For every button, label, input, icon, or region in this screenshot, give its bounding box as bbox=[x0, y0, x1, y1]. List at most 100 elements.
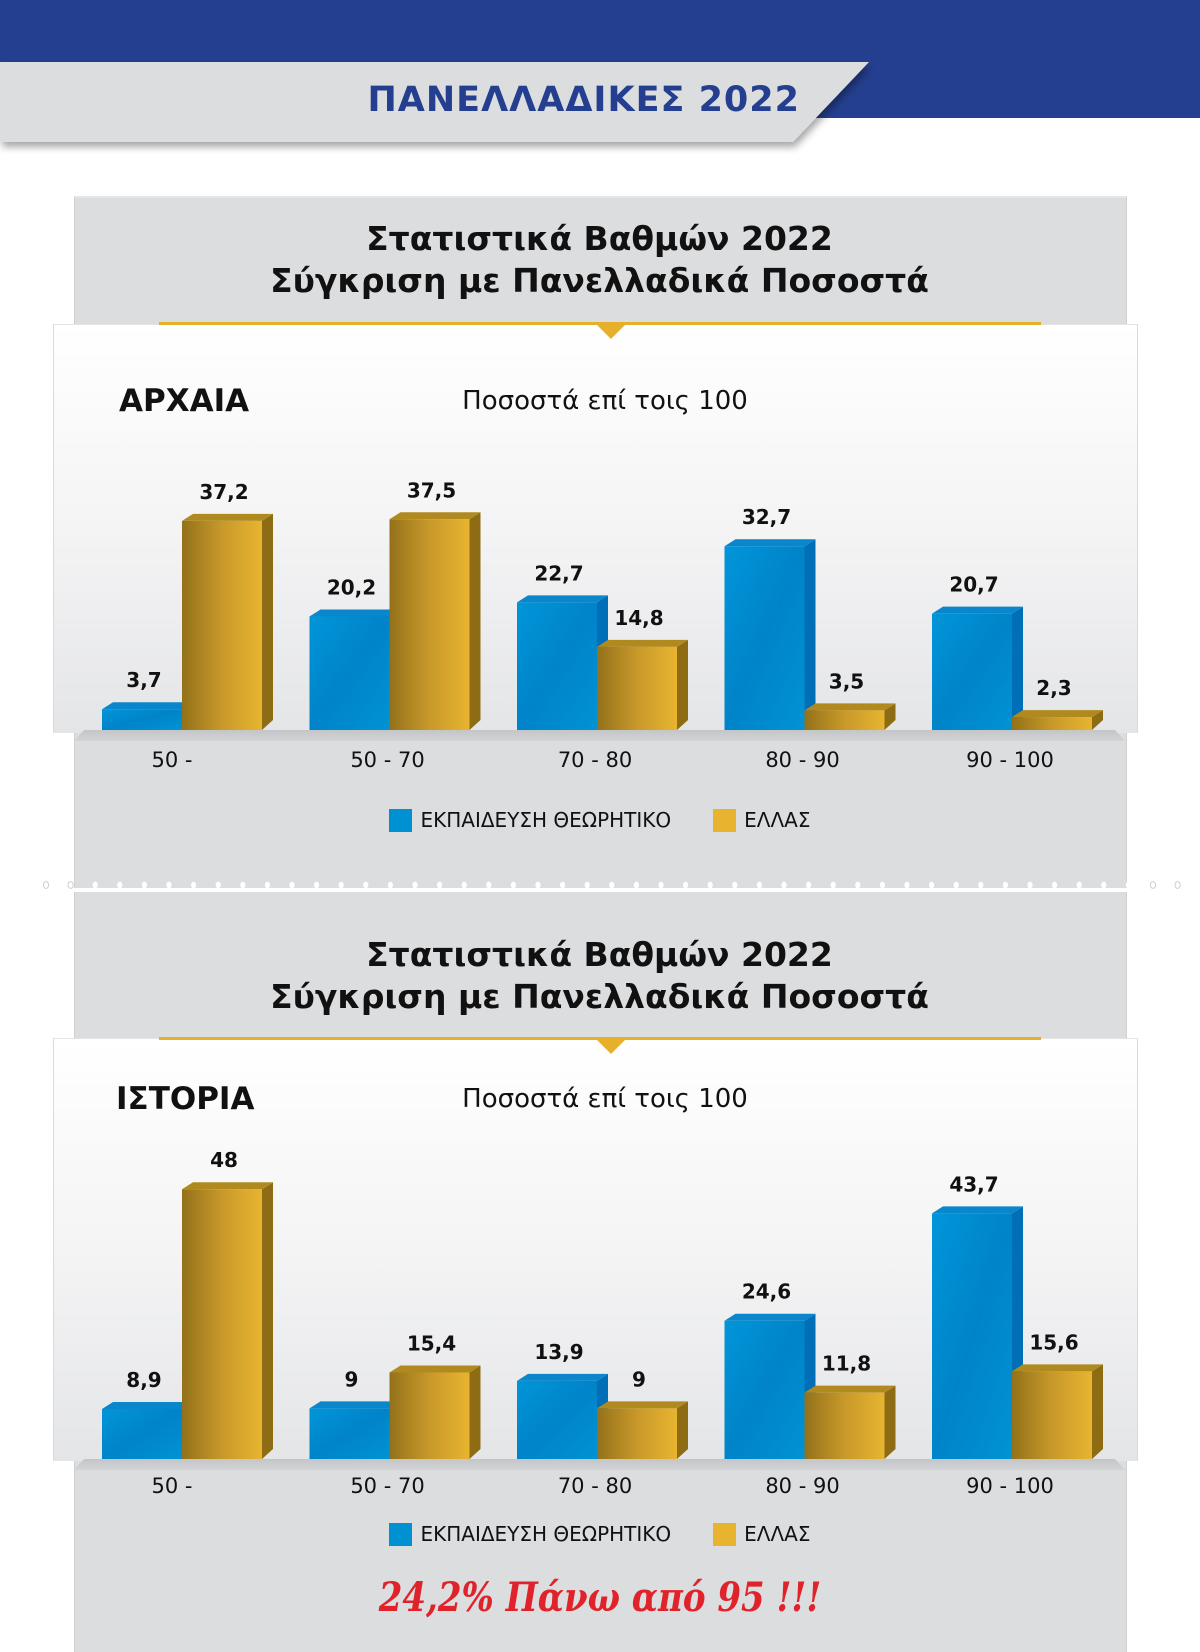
separator-dot bbox=[191, 881, 197, 889]
bar-chart-history: 8,9 48 9 15,4 13,9 9 24,6 11,8 43,7 15,6 bbox=[74, 1148, 1125, 1470]
separator-dot bbox=[1149, 881, 1157, 889]
separator-dot bbox=[683, 881, 689, 889]
separator-dot bbox=[240, 881, 246, 889]
bar-top bbox=[309, 1401, 401, 1409]
separator-dot bbox=[461, 881, 467, 889]
bar-top bbox=[182, 1182, 273, 1190]
subject-label: ΙΣΤΟΡΙΑ bbox=[116, 1081, 255, 1117]
data-label: 2,3 bbox=[1036, 676, 1071, 700]
separator-dot bbox=[830, 881, 836, 889]
separator-dot bbox=[437, 881, 443, 889]
bar-side bbox=[469, 512, 481, 730]
bar-side bbox=[1092, 710, 1103, 730]
data-label: 8,9 bbox=[126, 1368, 161, 1392]
data-label: 24,6 bbox=[742, 1280, 791, 1304]
separator-dot bbox=[289, 881, 295, 889]
bar-top bbox=[1012, 710, 1103, 718]
legend-swatch-blue bbox=[389, 808, 413, 832]
category-label: 80 - 90 bbox=[765, 1474, 840, 1498]
bar-side bbox=[469, 1365, 481, 1459]
data-label: 3,5 bbox=[829, 669, 864, 693]
separator-dot bbox=[1174, 881, 1181, 889]
separator-dot bbox=[510, 881, 516, 889]
chart-legend: ΕΚΠΑΙΔΕΥΣΗ ΘΕΩΡΗΤΙΚΟ ΕΛΛΑΣ bbox=[0, 808, 1200, 832]
bar-front bbox=[597, 646, 677, 730]
bar-side bbox=[262, 1182, 273, 1459]
highlight-statement: 24,2% Πάνω από 95 !!! bbox=[378, 1574, 822, 1621]
bar-top bbox=[804, 703, 896, 711]
bar-greece-3 bbox=[804, 1385, 896, 1459]
legend-label: ΕΚΠΑΙΔΕΥΣΗ ΘΕΩΡΗΤΙΚΟ bbox=[420, 1522, 672, 1546]
separator-dot bbox=[904, 881, 910, 889]
panel-title-line1: Στατιστικά Βαθμών 2022 bbox=[366, 935, 833, 974]
bar-chart-ancient: 3,7 37,2 20,2 37,5 22,7 14,8 32,7 3,5 20,7 2,3 bbox=[74, 478, 1125, 741]
legend-item-greece: ΕΛΛΑΣ bbox=[713, 1522, 811, 1546]
bar-front bbox=[1012, 717, 1092, 730]
separator-dot bbox=[1027, 881, 1033, 889]
legend-item-greece: ΕΛΛΑΣ bbox=[713, 808, 811, 832]
data-label: 22,7 bbox=[534, 561, 583, 585]
data-label: 11,8 bbox=[822, 1352, 871, 1376]
bar-top bbox=[597, 639, 688, 647]
legend-swatch-gold bbox=[713, 808, 737, 832]
legend-label: ΕΛΛΑΣ bbox=[744, 808, 811, 832]
bar-greece-3 bbox=[804, 703, 896, 730]
separator-dot bbox=[92, 881, 98, 889]
bar-top bbox=[389, 1365, 481, 1373]
separator-dot bbox=[732, 881, 738, 889]
separator-dot bbox=[1101, 881, 1107, 889]
category-label: 90 - 100 bbox=[966, 1474, 1054, 1498]
bar-school-4 bbox=[932, 1206, 1023, 1459]
separator-dot bbox=[560, 881, 566, 889]
bar-top bbox=[517, 1373, 608, 1381]
separator-dot bbox=[387, 881, 393, 889]
bar-side bbox=[884, 703, 896, 730]
bar-school-3 bbox=[724, 539, 816, 730]
bar-school-3 bbox=[724, 1313, 816, 1459]
bar-front bbox=[724, 546, 805, 730]
category-label: 50 - bbox=[151, 748, 193, 772]
gold-divider bbox=[159, 322, 1041, 325]
bar-greece-4 bbox=[1012, 710, 1103, 730]
separator-dot bbox=[707, 881, 713, 889]
separator-dot bbox=[879, 881, 886, 889]
separator-dot bbox=[855, 881, 861, 889]
data-label: 20,2 bbox=[327, 575, 376, 599]
data-label: 48 bbox=[210, 1148, 238, 1172]
gold-divider bbox=[159, 1037, 1041, 1040]
bar-front bbox=[597, 1408, 677, 1459]
data-label: 37,2 bbox=[199, 480, 248, 504]
chart-legend: ΕΚΠΑΙΔΕΥΣΗ ΘΕΩΡΗΤΙΚΟ ΕΛΛΑΣ bbox=[0, 1522, 1200, 1546]
data-label: 9 bbox=[632, 1367, 646, 1391]
bar-greece-2 bbox=[597, 1401, 688, 1459]
bar-greece-1 bbox=[389, 1365, 481, 1459]
separator-dot bbox=[1076, 881, 1082, 889]
category-label: 50 - bbox=[151, 1474, 193, 1498]
bar-top bbox=[517, 595, 608, 603]
bar-front bbox=[102, 1408, 182, 1459]
bar-side bbox=[884, 1385, 896, 1459]
bar-front bbox=[182, 1189, 262, 1459]
panel-title-line2: Σύγκριση με Πανελλαδικά Ποσοστά bbox=[270, 261, 929, 300]
bar-front bbox=[804, 1392, 885, 1459]
separator-dot bbox=[781, 881, 787, 889]
data-label: 32,7 bbox=[742, 505, 791, 529]
bar-side bbox=[1092, 1364, 1103, 1459]
bar-greece-2 bbox=[597, 639, 688, 730]
bar-front bbox=[102, 709, 182, 730]
data-label: 15,6 bbox=[1029, 1330, 1078, 1354]
separator-dot bbox=[535, 881, 541, 889]
separator-dot bbox=[42, 881, 50, 889]
legend-swatch-gold bbox=[713, 1522, 737, 1546]
page-title: ΠΑΝΕΛΛΑΔΙΚΕΣ 2022 bbox=[367, 80, 800, 120]
header-blue-band-right bbox=[800, 0, 1200, 118]
separator-dot bbox=[929, 881, 935, 889]
unit-label: Ποσοστά επί τοις 100 bbox=[462, 386, 748, 416]
bar-top bbox=[932, 1206, 1023, 1214]
legend-item-school: ΕΚΠΑΙΔΕΥΣΗ ΘΕΩΡΗΤΙΚΟ bbox=[389, 1522, 671, 1546]
separator-dot bbox=[806, 881, 812, 889]
panel-title-line1: Στατιστικά Βαθμών 2022 bbox=[366, 219, 833, 258]
bar-top bbox=[102, 1401, 193, 1409]
panel-title-ancient: Στατιστικά Βαθμών 2022 Σύγκριση με Πανελ… bbox=[74, 218, 1125, 302]
category-label: 70 - 80 bbox=[557, 1474, 633, 1498]
